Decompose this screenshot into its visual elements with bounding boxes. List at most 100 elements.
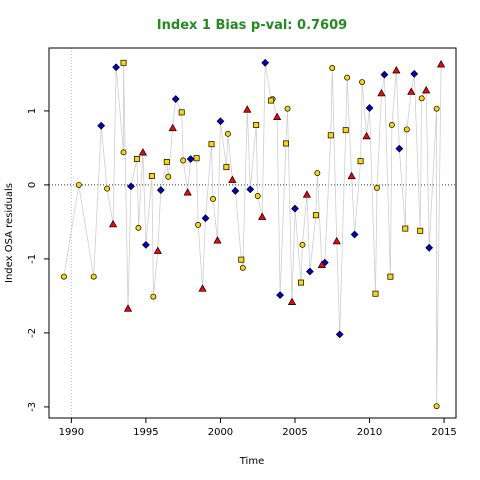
data-point-circle <box>433 403 440 410</box>
data-point-square <box>268 97 275 104</box>
data-point-square <box>327 132 334 139</box>
data-point-circle <box>388 122 395 128</box>
data-point-circle <box>75 181 82 188</box>
data-point-circle <box>433 105 440 112</box>
data-point-diamond <box>395 144 404 153</box>
data-point-circle <box>90 273 97 280</box>
data-point-diamond <box>335 330 344 339</box>
data-point-circle <box>195 221 202 228</box>
data-point-diamond <box>156 186 165 194</box>
axes: 1990 1995 2000 2005 2010 2015 -3 -2 -1 0 1 <box>27 108 457 438</box>
y-axis-label: Index OSA residuals <box>4 183 15 283</box>
data-point-square <box>387 273 394 280</box>
data-point-triangle <box>198 284 207 292</box>
data-point-square <box>208 141 215 148</box>
data-point-square <box>357 158 364 165</box>
data-point-circle <box>150 293 157 300</box>
data-point-circle <box>60 273 67 280</box>
data-point-circle <box>135 224 142 231</box>
data-point-square <box>283 140 289 147</box>
data-point-square <box>417 227 424 234</box>
data-point-circle <box>374 184 380 191</box>
x-tick-label: 2010 <box>357 427 382 438</box>
plot-frame <box>48 47 457 419</box>
data-point-circle <box>344 74 351 81</box>
y-tick-label: -1 <box>27 254 38 264</box>
data-point-diamond <box>380 70 389 79</box>
data-point-diamond <box>186 155 195 163</box>
data-point-circle <box>403 126 410 133</box>
plot-area <box>49 48 456 418</box>
data-point-square <box>342 127 349 134</box>
data-point-triangle <box>109 219 118 228</box>
data-point-diamond <box>261 58 270 67</box>
data-point-square <box>163 159 170 165</box>
data-point-diamond <box>171 95 180 103</box>
data-point-square <box>178 109 185 116</box>
x-tick-label: 2015 <box>431 427 456 438</box>
data-point-square <box>298 279 304 286</box>
data-point-square <box>193 155 200 162</box>
data-point-circle <box>224 130 231 137</box>
data-point-triangle <box>183 188 192 196</box>
data-point-diamond <box>365 104 374 112</box>
data-point-circle <box>165 173 172 180</box>
x-tick-label: 1990 <box>59 427 84 438</box>
data-point-diamond <box>112 63 120 72</box>
data-point-diamond <box>306 267 314 276</box>
data-point-diamond <box>425 243 434 252</box>
data-point-triangle <box>228 175 237 183</box>
data-point-circle <box>314 170 321 177</box>
data-point-circle <box>299 241 306 248</box>
data-point-diamond <box>201 214 210 223</box>
data-point-triangle <box>436 60 446 68</box>
data-point-circle <box>180 157 187 164</box>
residual-connecting-line <box>63 62 442 407</box>
data-point-diamond <box>410 70 419 78</box>
data-point-diamond <box>216 117 225 126</box>
y-tick-label: -2 <box>27 328 38 338</box>
data-point-square <box>372 290 379 297</box>
data-point-triangle <box>347 171 356 180</box>
data-point-triangle <box>258 212 267 220</box>
y-tick-label: 1 <box>27 108 38 114</box>
chart-title: Index 1 Bias p-val: 0.7609 <box>157 18 347 33</box>
data-point-square <box>312 212 319 219</box>
data-point-square <box>253 122 260 128</box>
data-point-diamond <box>231 186 240 195</box>
data-point-diamond <box>127 182 135 191</box>
data-point-circle <box>239 264 246 271</box>
data-point-triangle <box>407 87 416 95</box>
data-point-circle <box>254 193 261 199</box>
data-point-square <box>148 173 155 179</box>
x-tick-label: 1995 <box>133 427 158 438</box>
data-point-diamond <box>276 291 284 300</box>
data-point-diamond <box>350 230 359 239</box>
data-point-triangle <box>243 105 252 113</box>
data-point-triangle <box>302 190 312 198</box>
data-point-circle <box>210 196 216 202</box>
data-point-circle <box>284 105 291 112</box>
x-tick-label: 2005 <box>282 427 307 438</box>
data-point-triangle <box>273 112 282 120</box>
data-point-circle <box>104 185 111 192</box>
y-tick-label: -3 <box>27 402 38 412</box>
y-tick-label: 0 <box>27 182 38 188</box>
data-point-triangle <box>287 297 297 305</box>
data-point-triangle <box>168 123 177 132</box>
data-point-diamond <box>291 204 299 213</box>
data-point-triangle <box>377 88 386 97</box>
data-point-triangle <box>138 148 148 156</box>
data-point-triangle <box>123 304 133 312</box>
data-point-diamond <box>246 185 255 194</box>
data-point-square <box>134 156 140 162</box>
data-point-triangle <box>332 236 341 245</box>
data-point-circle <box>418 95 425 102</box>
data-point-triangle <box>362 131 371 140</box>
data-point-diamond <box>142 240 150 249</box>
data-point-square <box>120 59 127 66</box>
data-point-triangle <box>392 65 401 74</box>
x-tick-label: 2000 <box>208 427 233 438</box>
data-point-square <box>238 256 245 263</box>
